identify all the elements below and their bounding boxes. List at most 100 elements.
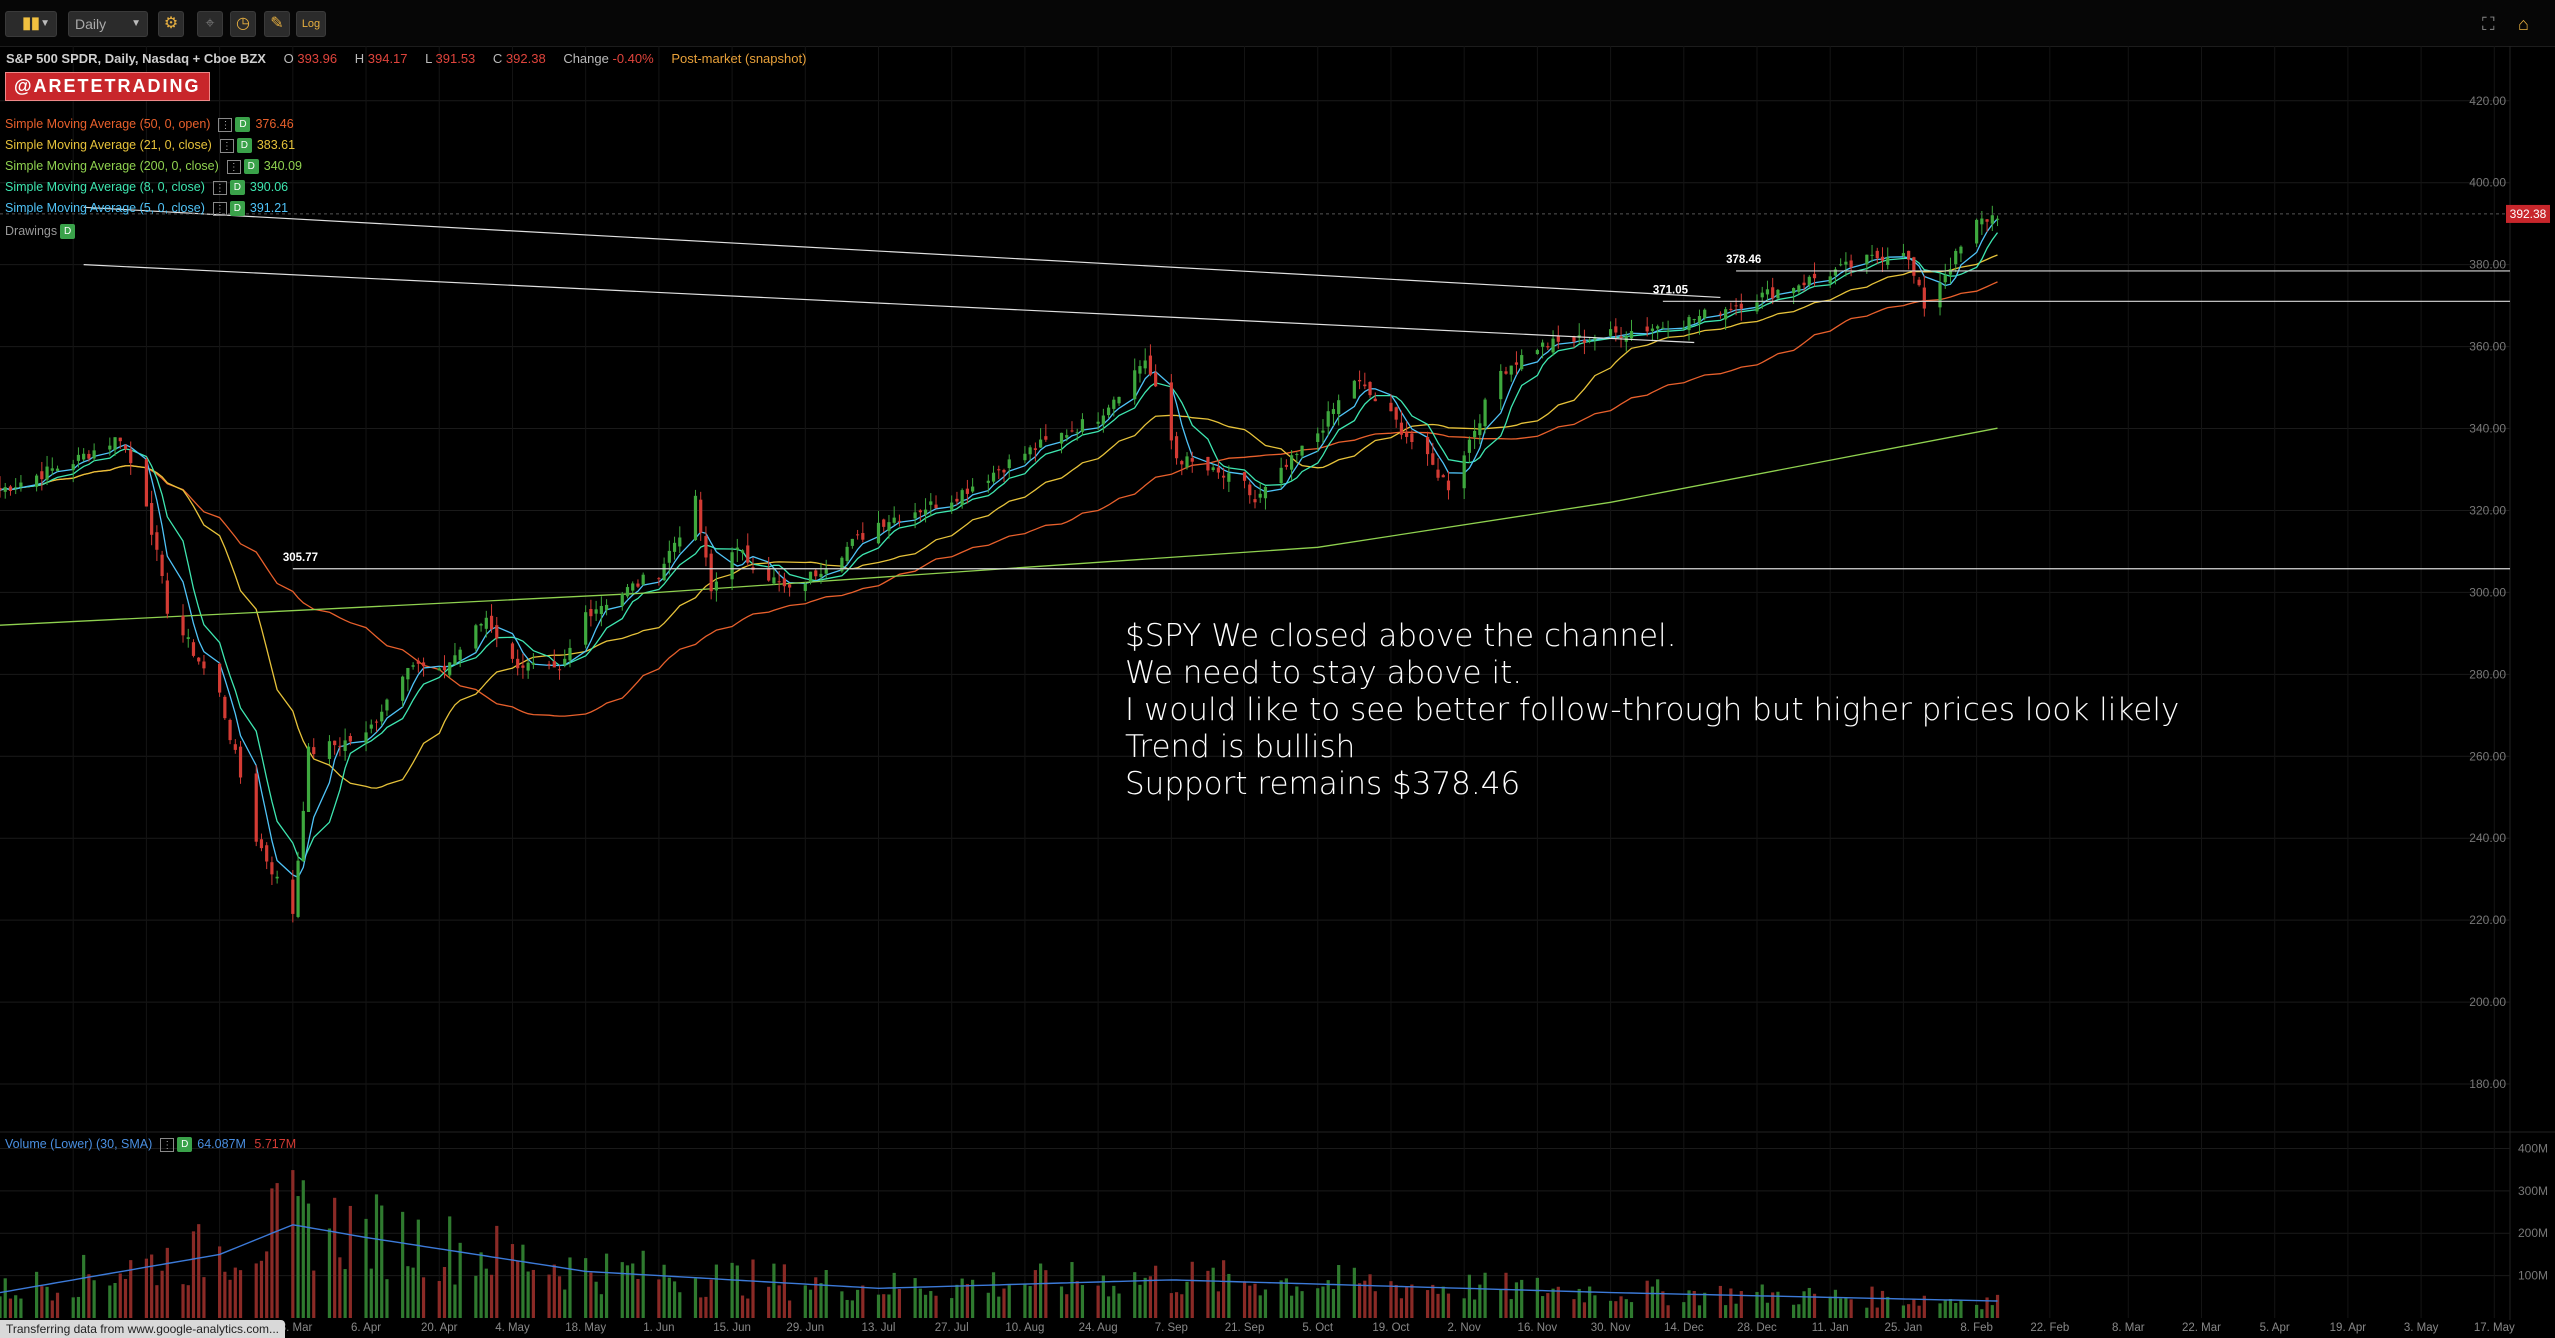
volume-bar [636,1278,640,1318]
study-menu-icon[interactable]: ⋮ [160,1137,175,1152]
volume-bar [1070,1262,1074,1318]
volume-bar [730,1262,734,1318]
volume-bar [1133,1272,1137,1318]
volume-bar [416,1219,420,1318]
volume-bar [772,1263,776,1318]
candle-body [1357,379,1362,382]
study-menu-icon[interactable]: ⋮ [219,138,234,153]
candle-body [1321,430,1325,433]
volume-study-legend[interactable]: Volume (Lower) (30, SMA) ⋮ D 64.087M 5.717M [5,1135,296,1153]
volume-bar [489,1274,494,1318]
candle-body [333,740,337,746]
draw-tool-button[interactable]: ✎ [264,11,290,37]
volume-bar [1253,1283,1257,1318]
level-label: 305.77 [283,552,318,564]
time-tick-label: 16. Nov [1518,1322,1558,1334]
candle-body [411,665,415,667]
close-label: C [492,51,503,66]
study-toggle[interactable]: D [236,138,252,154]
volume-bar [840,1291,844,1318]
study-toggle[interactable]: D [229,180,245,196]
study-value: 390.06 [249,180,289,194]
drawings-legend[interactable]: Drawings D [5,222,76,240]
time-tick-label: 2. Nov [1448,1322,1481,1334]
candle-body [275,876,279,879]
candle-body [1985,219,1989,222]
fullscreen-icon[interactable]: ⛶ [2482,14,2495,34]
study-toggle[interactable]: D [229,201,245,217]
study-toggle[interactable]: D [243,159,259,175]
candle-body [678,537,682,547]
candle-body [14,487,18,489]
candle-body [1692,319,1696,321]
candle-body [965,488,969,494]
candle-body [1792,288,1796,294]
study-row[interactable]: Simple Moving Average (200, 0, close) ⋮ D 3… [5,157,302,175]
candle-body [1807,276,1811,285]
volume-bar [1180,1294,1184,1318]
settings-button[interactable]: ⚙ [158,11,184,37]
volume-bar [672,1281,677,1318]
candle-body [521,665,525,668]
candle-body [1582,340,1587,343]
volume-bar [197,1224,201,1318]
candle-body [1101,415,1105,425]
level-label: 371.05 [1653,284,1689,296]
log-scale-button[interactable]: Log [296,11,326,37]
study-menu-icon[interactable]: ⋮ [212,201,227,216]
chart-style-button[interactable]: ▮▮ ▼ [5,11,57,37]
time-tick-label: 3. May [2404,1322,2439,1334]
crosshair-button[interactable]: ⌖ [197,11,223,37]
volume-bar [291,1170,295,1318]
study-toggle[interactable]: D [177,1137,193,1153]
study-value: 383.61 [256,138,296,152]
volume-bar [1441,1286,1445,1318]
candle-body [772,577,776,584]
volume-bar [1321,1286,1325,1318]
volume-bar [1143,1277,1147,1318]
timeframe-select[interactable]: Daily ▼ [68,11,148,37]
study-toggle[interactable]: D [235,117,251,133]
clock-button[interactable]: ◷ [230,11,256,37]
volume-bar [960,1278,964,1318]
candle-body [1619,336,1623,338]
volume-bar [1431,1284,1435,1318]
volume-bar [1467,1274,1471,1318]
candle-body [1588,339,1592,341]
volume-bar [1917,1305,1921,1318]
volume-bar [1734,1303,1738,1318]
volume-bar [14,1295,18,1318]
volume-avg-value: 64.087M [197,1137,246,1151]
candle-body [1880,256,1885,261]
volume-bar [1007,1285,1011,1318]
post-market-label: Post-market (snapshot) [671,51,807,66]
candle-body [840,557,844,572]
drawings-toggle[interactable]: D [60,224,76,240]
study-row[interactable]: Simple Moving Average (21, 0, close) ⋮ D 38… [5,136,295,154]
study-row[interactable]: Simple Moving Average (50, 0, open) ⋮ D 376… [5,115,294,133]
candle-body [1352,380,1356,399]
camera-icon[interactable]: ⌂ [2518,14,2529,34]
study-row[interactable]: Simple Moving Average (8, 0, close) ⋮ D 390… [5,178,288,196]
study-row[interactable]: Simple Moving Average (5, 0, close) ⋮ D 391… [5,199,288,217]
price-tick-label: 380.00 [2469,258,2506,272]
candle-body [1535,350,1539,355]
volume-bar [1363,1280,1367,1318]
candle-body [855,534,860,536]
candle-body [338,745,342,747]
log-scale-label: Log [301,18,321,30]
volume-bar [767,1286,771,1318]
time-tick-label: 17. May [2474,1322,2515,1334]
crosshair-icon: ⌖ [205,15,215,32]
volume-bar [87,1274,91,1318]
volume-bar [364,1218,368,1318]
volume-bar [1912,1298,1916,1318]
volume-bar [1300,1291,1304,1318]
candle-body [1389,402,1393,412]
study-menu-icon[interactable]: ⋮ [226,159,241,174]
volume-bar [531,1269,535,1318]
volume-bar [327,1228,332,1318]
study-menu-icon[interactable]: ⋮ [212,180,227,195]
study-menu-icon[interactable]: ⋮ [218,117,233,132]
